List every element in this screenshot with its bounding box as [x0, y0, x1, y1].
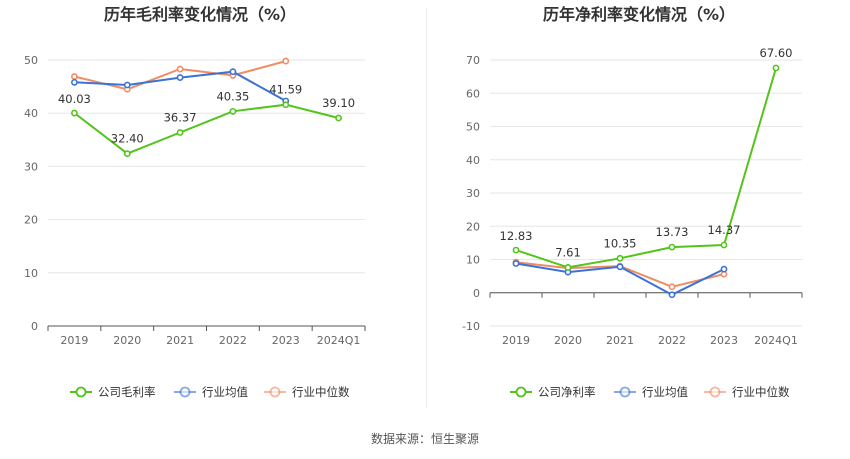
x-tick-label: 2023 — [710, 334, 738, 347]
data-point — [71, 73, 78, 80]
data-label: 32.40 — [111, 132, 144, 146]
series-line — [515, 67, 777, 269]
panel-divider — [426, 8, 427, 408]
legend-marker — [515, 386, 527, 398]
legend-marker — [709, 386, 721, 398]
chart-title: 历年净利率变化情况（%） — [543, 5, 735, 24]
data-label: 36.37 — [164, 111, 197, 125]
data-point — [668, 283, 676, 291]
y-tick-label: 50 — [466, 121, 480, 134]
data-point — [616, 263, 624, 271]
legend-label: 公司净利率 — [538, 385, 596, 399]
data-point — [123, 150, 131, 158]
gross-margin-svg: 历年毛利率变化情况（%） 0 10 20 30 40 50 2019 2020 2021 2022 2… — [24, 5, 366, 399]
legend-marker — [179, 386, 191, 398]
legend-marker — [269, 386, 281, 398]
y-tick-label: 10 — [466, 254, 480, 267]
data-point — [564, 264, 572, 271]
x-tick-label: 2021 — [606, 334, 634, 347]
data-label: 14.37 — [708, 223, 741, 237]
legend-marker — [619, 386, 631, 398]
legend-marker — [75, 386, 87, 398]
data-point — [512, 260, 520, 267]
data-point — [176, 65, 184, 73]
x-tick-label: 2024Q1 — [754, 334, 798, 347]
data-point — [772, 64, 780, 72]
x-tick-label: 2022 — [219, 334, 247, 347]
data-point — [720, 241, 728, 249]
x-tick-label: 2021 — [166, 334, 194, 347]
data-point — [282, 57, 290, 65]
data-source-label: 数据来源：恒生聚源 — [370, 432, 479, 446]
data-label: 39.10 — [322, 96, 355, 110]
data-point — [229, 68, 237, 76]
x-tick-label: 2020 — [554, 334, 582, 347]
data-point — [71, 109, 78, 117]
y-tick-label: -10 — [462, 320, 480, 333]
data-point — [123, 81, 131, 89]
net-margin-svg: 历年净利率变化情况（%） -10 0 10 20 30 40 50 60 70 2019 2020 20… — [462, 5, 803, 399]
chart-title: 历年毛利率变化情况（%） — [104, 5, 296, 24]
data-label: 13.73 — [656, 225, 689, 239]
data-point — [176, 129, 184, 136]
y-tick-label: 0 — [31, 320, 38, 333]
data-point — [335, 114, 342, 122]
gross-margin-chart: 历年毛利率变化情况（%） 0 10 20 30 40 50 2019 2020 2021 2022 2… — [0, 0, 426, 420]
data-point — [282, 101, 290, 109]
data-point — [720, 265, 728, 273]
data-label: 7.61 — [555, 245, 581, 259]
data-point — [176, 74, 184, 81]
data-label: 41.59 — [269, 83, 302, 97]
x-tick-label: 2023 — [272, 334, 300, 347]
y-tick-label: 70 — [466, 54, 480, 67]
x-tick-label: 2024Q1 — [317, 334, 361, 347]
data-point — [71, 78, 78, 86]
data-label: 40.35 — [216, 89, 249, 103]
y-tick-label: 30 — [24, 160, 38, 173]
y-tick-label: 20 — [24, 214, 38, 227]
y-tick-label: 30 — [466, 187, 480, 200]
y-tick-label: 40 — [466, 154, 480, 167]
x-tick-label: 2019 — [60, 334, 88, 347]
legend-label: 行业中位数 — [732, 385, 790, 399]
y-tick-label: 20 — [466, 220, 480, 233]
legend-label: 行业均值 — [642, 385, 688, 399]
y-tick-label: 40 — [24, 107, 38, 120]
net-margin-chart: 历年净利率变化情况（%） -10 0 10 20 30 40 50 60 70 2019 2020 20… — [427, 0, 850, 420]
x-tick-label: 2020 — [113, 334, 141, 347]
legend-label: 公司毛利率 — [98, 385, 156, 399]
data-point — [512, 246, 520, 254]
data-point — [616, 254, 624, 262]
legend-label: 行业中位数 — [292, 385, 350, 399]
series-line — [73, 103, 339, 155]
data-label: 10.35 — [604, 236, 637, 250]
legend-label: 行业均值 — [202, 385, 248, 399]
data-label: 40.03 — [58, 92, 91, 106]
y-tick-label: 10 — [24, 267, 38, 280]
data-label: 67.60 — [760, 46, 793, 60]
data-point — [229, 107, 237, 115]
data-point — [668, 291, 676, 299]
y-tick-label: 50 — [24, 54, 38, 67]
data-label: 12.83 — [500, 229, 533, 243]
y-tick-label: 60 — [466, 87, 480, 100]
y-tick-label: 0 — [473, 287, 480, 300]
data-point — [668, 243, 676, 251]
x-tick-label: 2019 — [502, 334, 530, 347]
x-tick-label: 2022 — [658, 334, 686, 347]
